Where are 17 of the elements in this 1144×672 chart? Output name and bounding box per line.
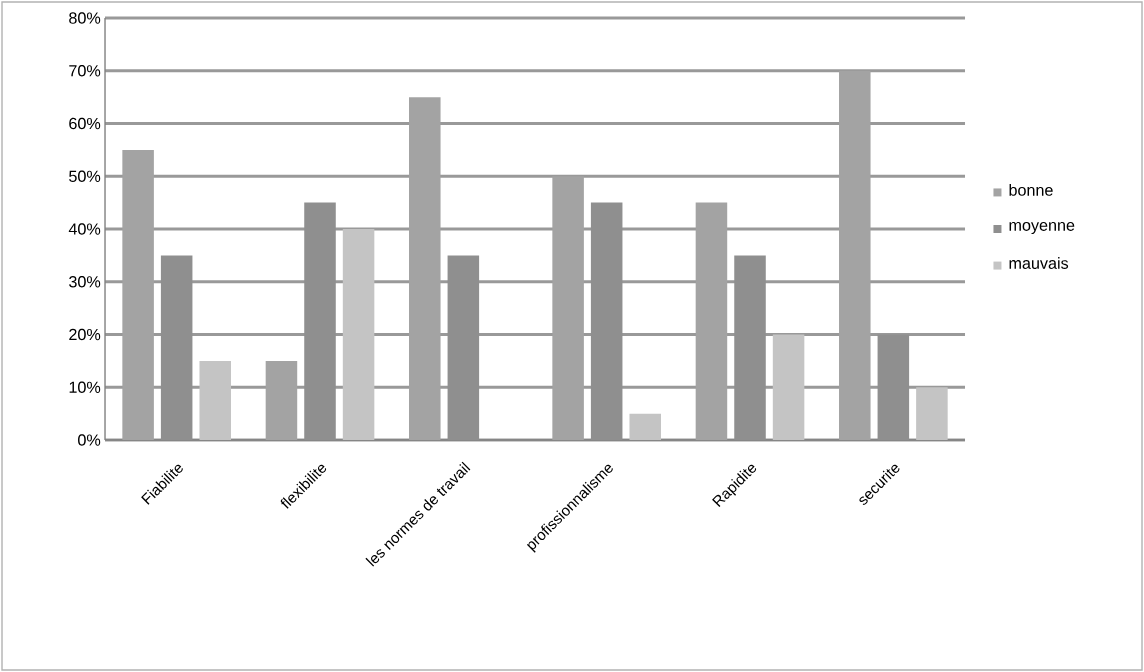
y-tick-label: 70% <box>69 65 101 77</box>
y-tick-label: 60% <box>69 117 101 130</box>
y-tick-label: 80% <box>69 12 101 24</box>
bar <box>772 334 805 440</box>
legend-label: moyenne <box>1009 222 1075 235</box>
bar <box>629 413 662 440</box>
legend-label: bonne <box>1009 183 1053 196</box>
legend-label: mauvais <box>1009 257 1069 269</box>
y-tick-label: 10% <box>69 381 101 393</box>
y-tick-label: 0% <box>78 434 101 446</box>
y-tick-label: 40% <box>68 223 101 235</box>
bar <box>199 360 232 440</box>
y-tick-label: 50% <box>69 170 101 182</box>
bar <box>342 229 375 440</box>
y-tick-label: 20% <box>69 328 101 341</box>
bar <box>916 387 948 440</box>
y-tick-label: 30% <box>69 276 101 288</box>
